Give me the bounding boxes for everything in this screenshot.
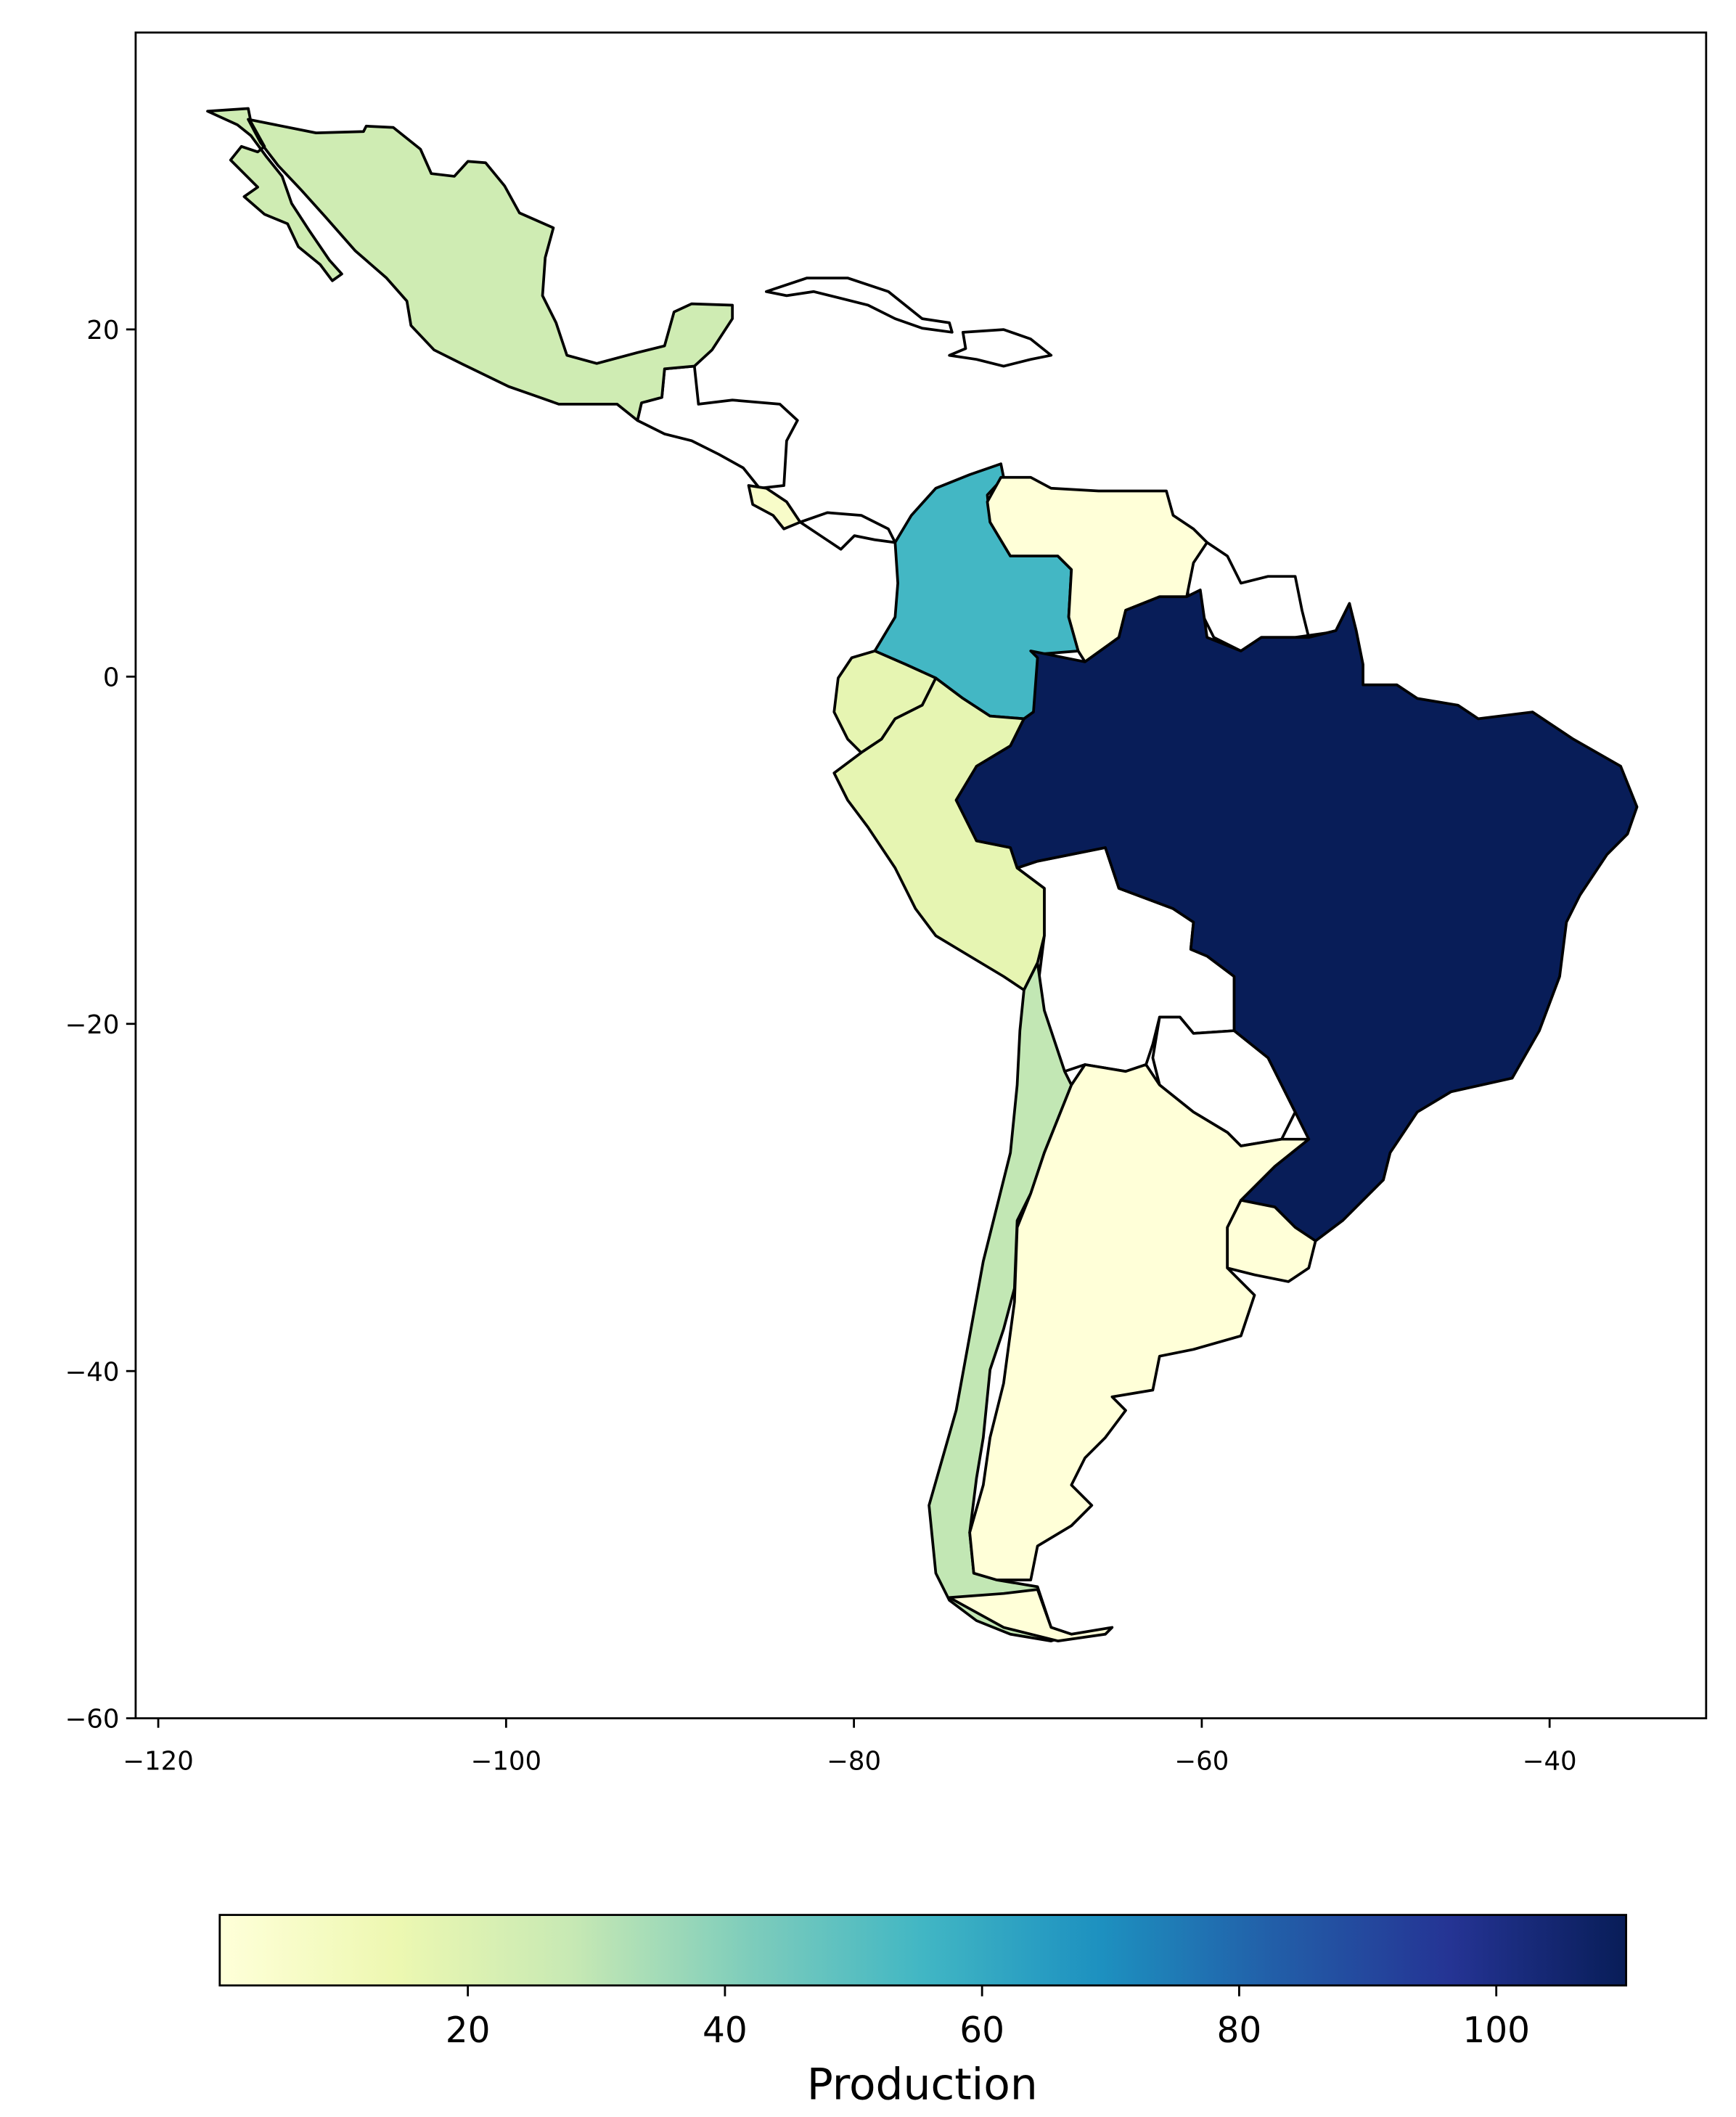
colorbar <box>218 1914 1627 1987</box>
region <box>954 589 1639 1256</box>
panama <box>798 511 897 551</box>
colorbar-tick-label: 60 <box>959 2010 1004 2051</box>
map <box>206 107 1639 1642</box>
region <box>747 484 802 531</box>
colorbar-tick-label: 20 <box>446 2010 491 2051</box>
region <box>948 1063 1311 1642</box>
x-tick-label: −80 <box>827 1747 881 1777</box>
y-tick-label: 20 <box>86 316 119 345</box>
x-tick-label: −120 <box>123 1747 194 1777</box>
hispaniola <box>948 328 1053 368</box>
colorbar-label: Production <box>807 2060 1038 2110</box>
y-tick-label: 0 <box>103 663 120 692</box>
colorbar-tick-label: 40 <box>703 2010 748 2051</box>
cuba <box>764 277 954 334</box>
x-tick-label: −60 <box>1174 1747 1229 1777</box>
region <box>206 107 734 422</box>
y-tick-label: −20 <box>65 1010 120 1040</box>
x-tick-label: −100 <box>471 1747 542 1777</box>
axes-frame <box>134 31 1708 1720</box>
colorbar-tick-label: 100 <box>1462 2010 1530 2051</box>
region <box>1226 1198 1317 1283</box>
x-tick-label: −40 <box>1523 1747 1577 1777</box>
y-tick-label: −60 <box>65 1705 120 1735</box>
y-tick-label: −40 <box>65 1357 120 1387</box>
colorbar-tick-label: 80 <box>1217 2010 1262 2051</box>
